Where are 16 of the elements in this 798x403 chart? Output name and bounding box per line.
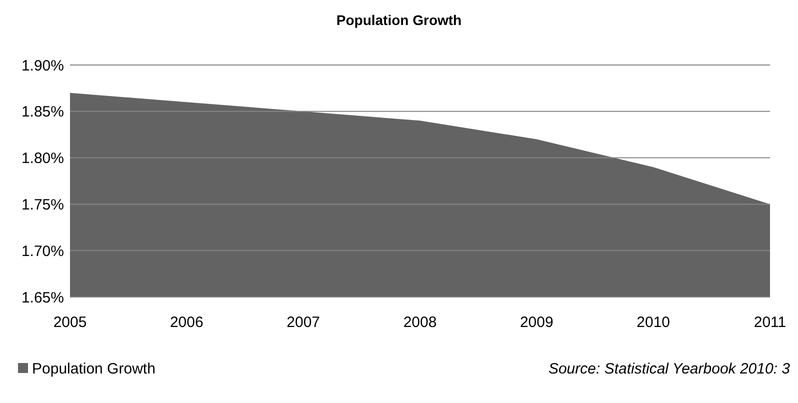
x-tick-label: 2007 (286, 314, 320, 331)
x-tick-label: 2011 (754, 314, 786, 331)
x-tick-label: 2005 (53, 314, 87, 331)
y-tick-label: 1.75% (21, 196, 64, 214)
x-tick-label: 2008 (403, 314, 437, 331)
y-tick-label: 1.90% (21, 57, 64, 74)
y-tick-label: 1.65% (21, 289, 64, 306)
chart-title: Population Growth (336, 12, 462, 28)
y-tick-label: 1.80% (21, 150, 64, 168)
y-tick-label: 1.85% (21, 104, 64, 121)
source-note: Source: Statistical Yearbook 2010: 3 (548, 360, 791, 378)
x-tick-label: 2006 (170, 314, 204, 331)
y-tick-label: 1.70% (21, 242, 64, 260)
x-tick-label: 2009 (520, 314, 554, 331)
legend-label: Population Growth (32, 360, 156, 378)
x-tick-label: 2010 (636, 314, 670, 331)
